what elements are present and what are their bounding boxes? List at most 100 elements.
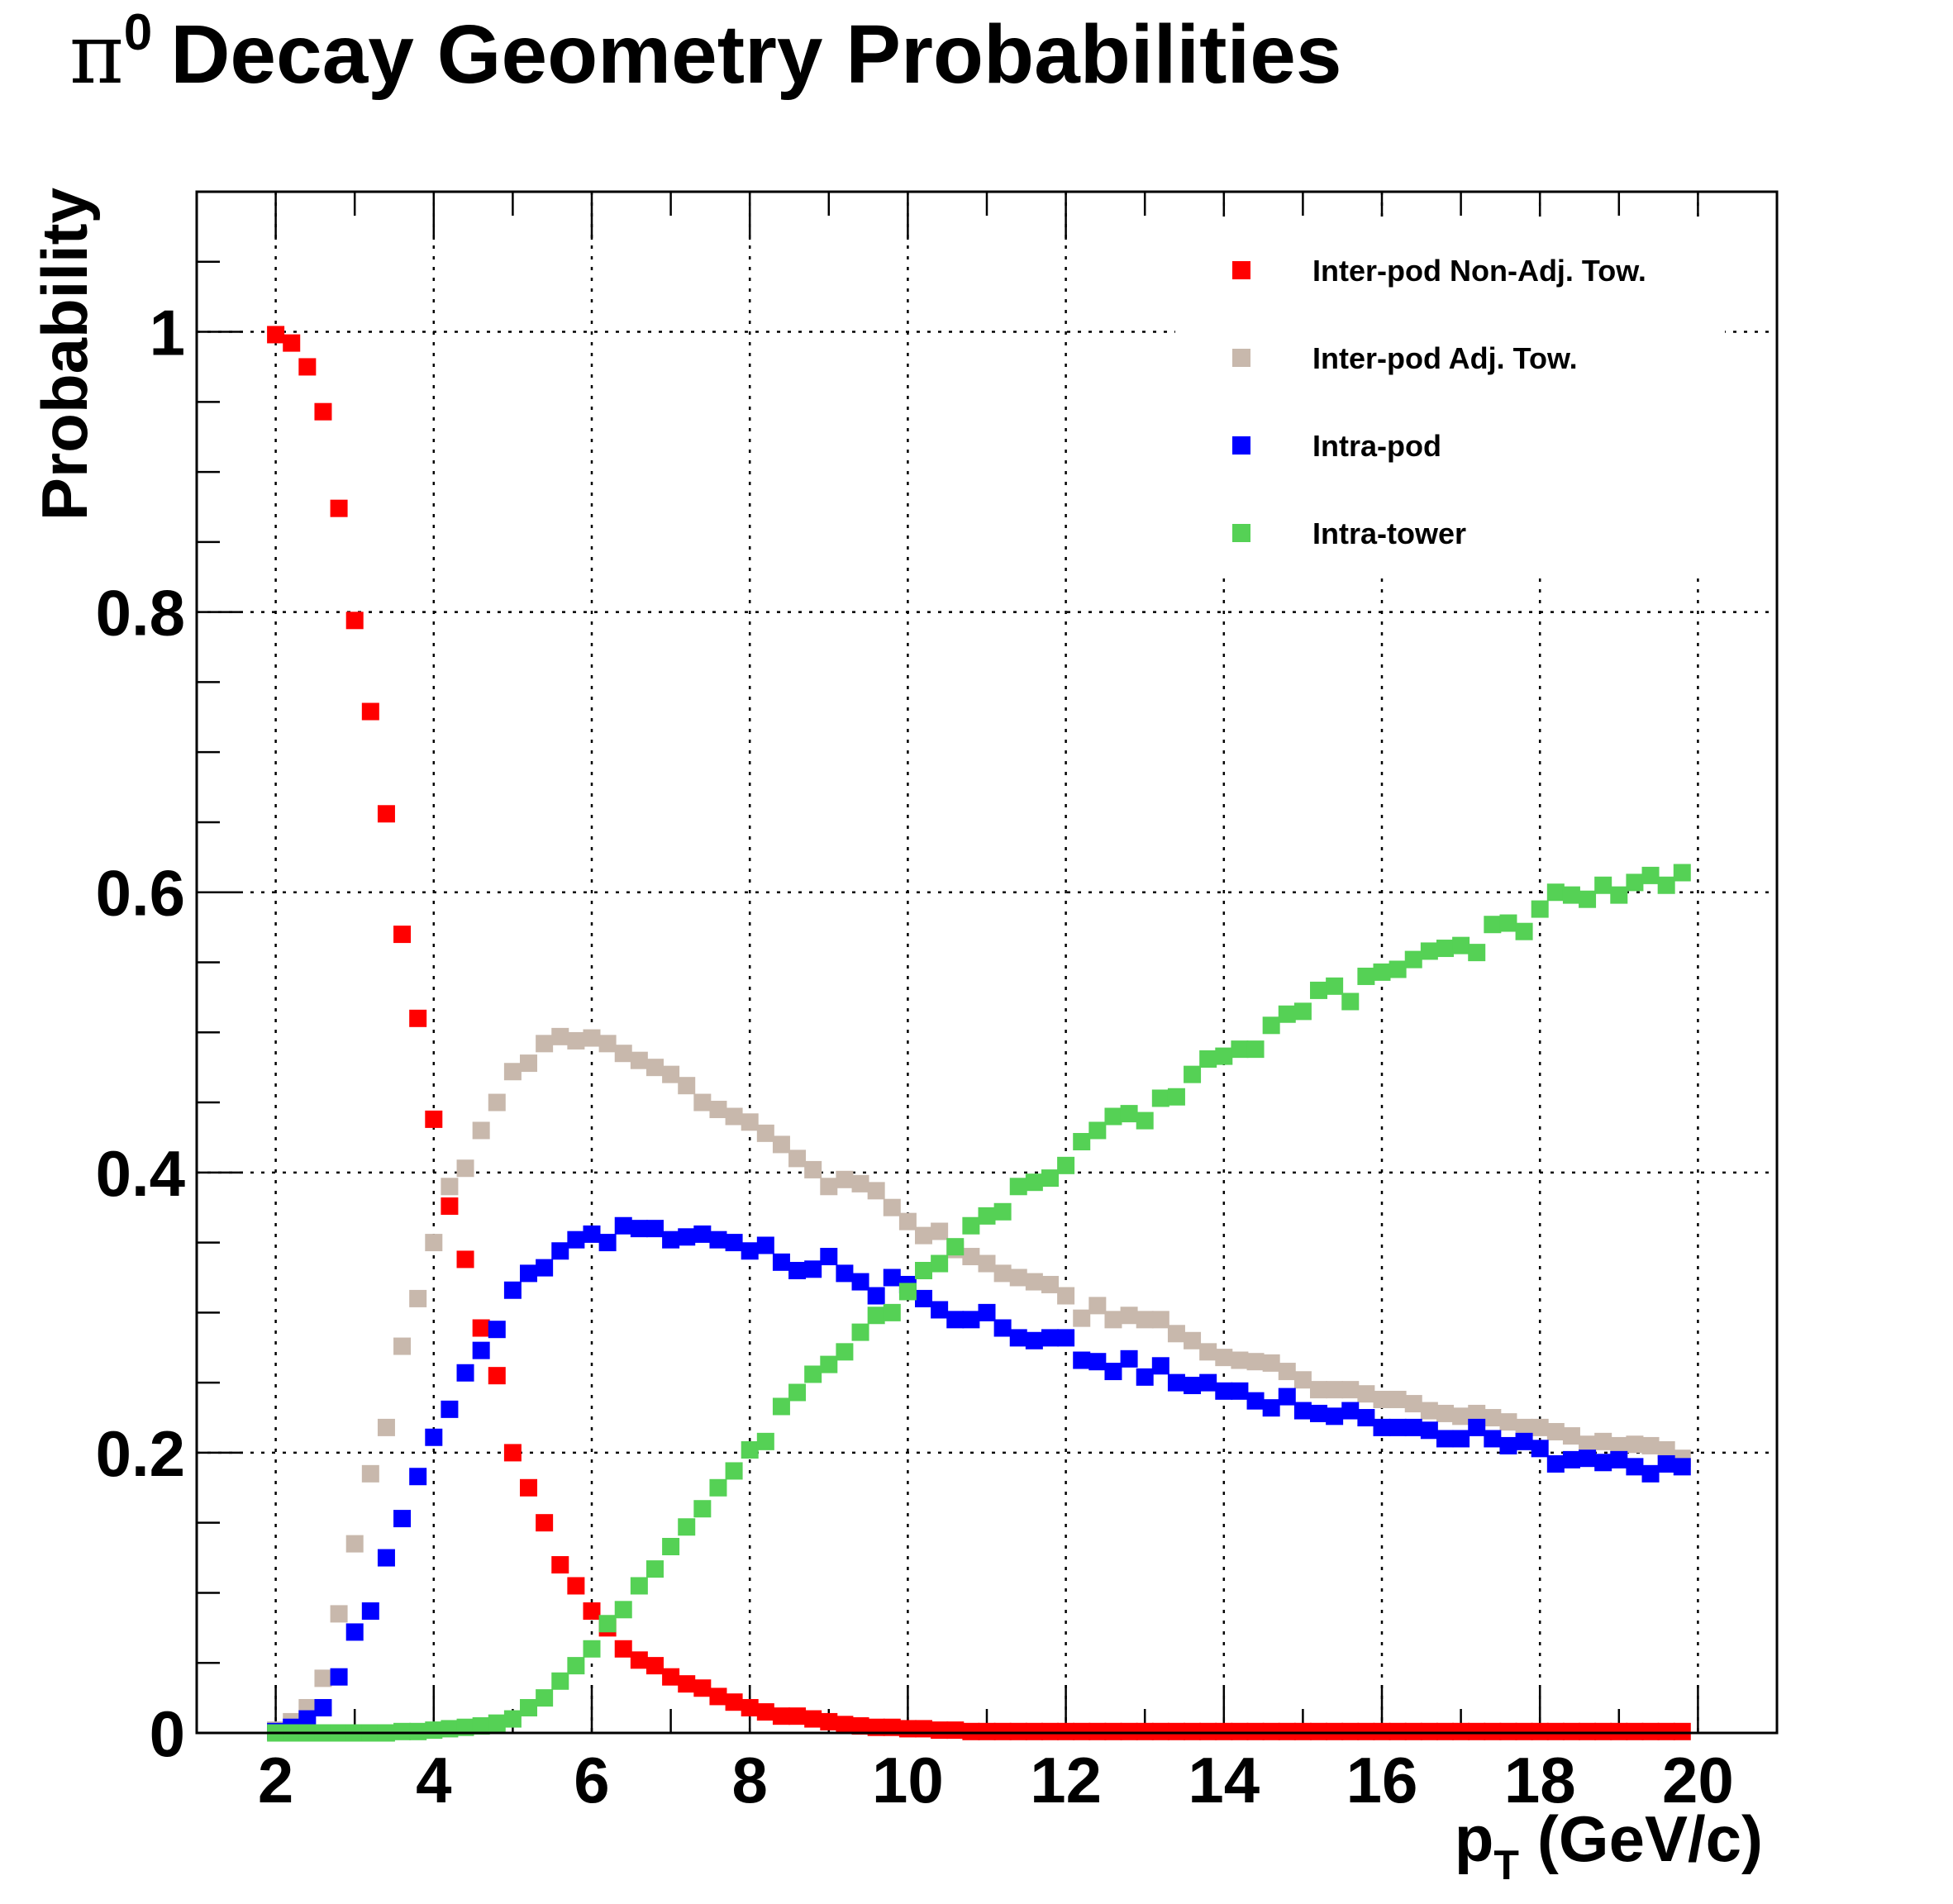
data-point xyxy=(709,1478,727,1497)
data-point xyxy=(678,1228,696,1246)
series-inter-pod-adj-tow xyxy=(267,1027,1691,1740)
data-point xyxy=(377,1549,395,1567)
data-point xyxy=(1278,1363,1296,1381)
data-point xyxy=(1579,1722,1597,1740)
data-point xyxy=(836,1343,854,1361)
data-point xyxy=(1199,1343,1217,1361)
legend-label: Intra-pod xyxy=(1312,429,1441,463)
data-point xyxy=(503,1281,522,1299)
data-point xyxy=(867,1307,885,1325)
data-point xyxy=(709,1101,727,1119)
data-point xyxy=(630,1651,648,1669)
data-point xyxy=(1610,1436,1628,1454)
data-point xyxy=(567,1031,585,1050)
data-point xyxy=(1641,1464,1660,1483)
data-point xyxy=(1278,1722,1296,1740)
legend-marker xyxy=(1232,436,1250,455)
data-point xyxy=(393,1337,412,1355)
data-point xyxy=(1610,1722,1628,1740)
data-point xyxy=(361,1602,379,1620)
data-point xyxy=(978,1303,996,1321)
data-point xyxy=(1326,977,1344,995)
data-point xyxy=(1579,1449,1597,1468)
data-point xyxy=(377,805,395,823)
data-point xyxy=(425,1428,443,1446)
x-axis-label-subscript: T xyxy=(1493,1842,1519,1888)
data-point xyxy=(267,326,285,344)
data-point xyxy=(1293,1722,1312,1740)
data-point xyxy=(1104,1107,1122,1126)
data-point xyxy=(898,1720,917,1738)
data-point xyxy=(915,1289,933,1307)
legend-label: Inter-pod Non-Adj. Tow. xyxy=(1312,254,1646,288)
data-point xyxy=(630,1051,648,1069)
data-point xyxy=(867,1718,885,1736)
data-point xyxy=(915,1226,933,1245)
data-point xyxy=(946,1238,965,1256)
data-point xyxy=(1373,1390,1391,1408)
data-point xyxy=(709,1230,727,1249)
data-point xyxy=(1531,1440,1549,1458)
data-point xyxy=(1579,1435,1597,1454)
data-point xyxy=(1420,1722,1438,1740)
data-point xyxy=(1120,1307,1138,1325)
data-point xyxy=(1136,1722,1154,1740)
data-point xyxy=(1184,1377,1202,1395)
data-point xyxy=(1231,1351,1249,1369)
data-point xyxy=(1404,1722,1422,1740)
data-point xyxy=(567,1230,585,1249)
data-point xyxy=(898,1212,917,1230)
data-point xyxy=(741,1441,759,1459)
data-point xyxy=(1310,1404,1328,1422)
data-point xyxy=(456,1159,474,1178)
data-point xyxy=(520,1054,538,1073)
data-point xyxy=(567,1577,585,1595)
data-point xyxy=(1326,1407,1344,1426)
data-point xyxy=(1009,1178,1027,1196)
data-point xyxy=(1357,1722,1375,1740)
data-point xyxy=(536,1035,554,1053)
data-point xyxy=(756,1703,774,1721)
data-point xyxy=(1404,950,1422,969)
data-point xyxy=(1420,1421,1438,1440)
data-point xyxy=(1373,963,1391,981)
data-point xyxy=(1120,1722,1138,1740)
data-point xyxy=(725,1234,743,1252)
data-point xyxy=(867,1182,885,1200)
data-point xyxy=(409,1722,427,1740)
data-point xyxy=(551,1672,569,1690)
data-point xyxy=(1452,936,1470,954)
data-point xyxy=(1278,1388,1296,1406)
series-inter-pod-non-adj-tow xyxy=(267,326,1691,1740)
data-point xyxy=(772,1135,790,1154)
chart-title: π0 Decay Geometry Probabilities xyxy=(69,4,1341,102)
data-point xyxy=(867,1287,885,1305)
data-point xyxy=(598,1615,617,1633)
data-point xyxy=(456,1250,474,1269)
data-point xyxy=(1468,1418,1486,1436)
data-point xyxy=(1341,1402,1360,1420)
data-point xyxy=(1515,1722,1533,1740)
data-point xyxy=(614,1640,632,1658)
data-point xyxy=(520,1698,538,1716)
data-point xyxy=(1057,1329,1075,1347)
data-point xyxy=(441,1178,459,1196)
data-point xyxy=(441,1720,459,1738)
data-point xyxy=(472,1341,490,1359)
data-point xyxy=(1420,942,1438,960)
data-point xyxy=(1641,866,1660,884)
data-point xyxy=(978,1254,996,1273)
data-point xyxy=(614,1601,632,1619)
y-tick-label: 0.8 xyxy=(96,577,185,650)
data-point xyxy=(804,1260,822,1278)
data-point xyxy=(851,1717,869,1735)
data-point xyxy=(1184,1331,1202,1349)
data-point xyxy=(1151,1722,1169,1740)
data-point xyxy=(1151,1311,1169,1329)
data-point xyxy=(1594,1454,1612,1472)
data-point xyxy=(645,1560,664,1578)
data-point xyxy=(915,1720,933,1738)
data-point xyxy=(393,1510,412,1528)
data-point xyxy=(772,1707,790,1726)
data-point xyxy=(756,1124,774,1142)
